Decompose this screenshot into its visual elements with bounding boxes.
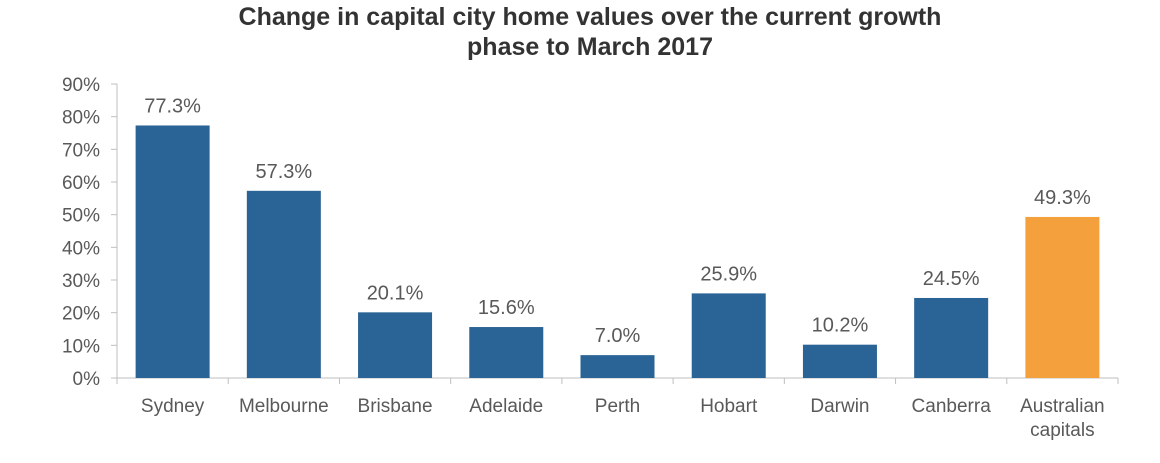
y-tick-label: 80%	[62, 108, 100, 129]
data-label: 10.2%	[812, 315, 869, 337]
y-tick-label: 70%	[62, 140, 100, 161]
category-label: Melbourne	[239, 396, 329, 417]
chart-title: Change in capital city home values over …	[0, 2, 1160, 62]
category-label: Adelaide	[469, 396, 543, 417]
data-label: 24.5%	[923, 268, 980, 290]
data-label: 7.0%	[595, 325, 641, 347]
category-label: Hobart	[700, 396, 758, 417]
category-label: Australian	[1020, 396, 1105, 417]
category-label: Darwin	[810, 396, 869, 417]
category-label: Canberra	[912, 396, 992, 417]
bar	[246, 190, 321, 378]
bars-group	[135, 125, 1100, 378]
data-labels-group: 77.3% 57.3% 20.1% 15.6% 7.0% 25.9% 10.2% 24.5% 4…	[144, 95, 1091, 347]
bar	[469, 327, 544, 378]
chart-title-line-1: Change in capital city home values over …	[238, 3, 942, 31]
category-label: Perth	[595, 396, 640, 417]
category-label: capitals	[1030, 420, 1094, 441]
y-tick-label: 40%	[62, 238, 100, 259]
y-tick-label: 20%	[62, 304, 100, 325]
data-label: 20.1%	[367, 282, 424, 304]
data-label: 77.3%	[144, 95, 201, 117]
y-tick-label: 30%	[62, 271, 100, 292]
data-label: 25.9%	[700, 263, 757, 285]
bar	[914, 297, 989, 378]
category-label: Sydney	[141, 396, 205, 417]
category-labels-group: Sydney Melbourne Brisbane Adelaide Perth Hoba…	[141, 396, 1105, 441]
data-label: 15.6%	[478, 297, 535, 319]
y-tick-label: 60%	[62, 173, 100, 194]
data-label: 57.3%	[255, 161, 312, 183]
bar	[358, 312, 433, 378]
bar	[135, 125, 210, 378]
bar	[1025, 216, 1100, 378]
category-label: Brisbane	[358, 396, 433, 417]
bar	[691, 293, 766, 378]
chart-title-line-2: phase to March 2017	[467, 33, 713, 61]
chart-axes: 0% 10% 20% 30% 40% 50% 60% 70% 80% 90%	[62, 75, 1119, 390]
bar	[580, 355, 655, 378]
bar	[802, 344, 877, 378]
y-tick-label: 90%	[62, 75, 100, 96]
y-tick-label: 50%	[62, 206, 100, 227]
y-tick-label: 10%	[62, 336, 100, 357]
y-tick-label: 0%	[73, 369, 101, 390]
data-label: 49.3%	[1034, 187, 1091, 209]
